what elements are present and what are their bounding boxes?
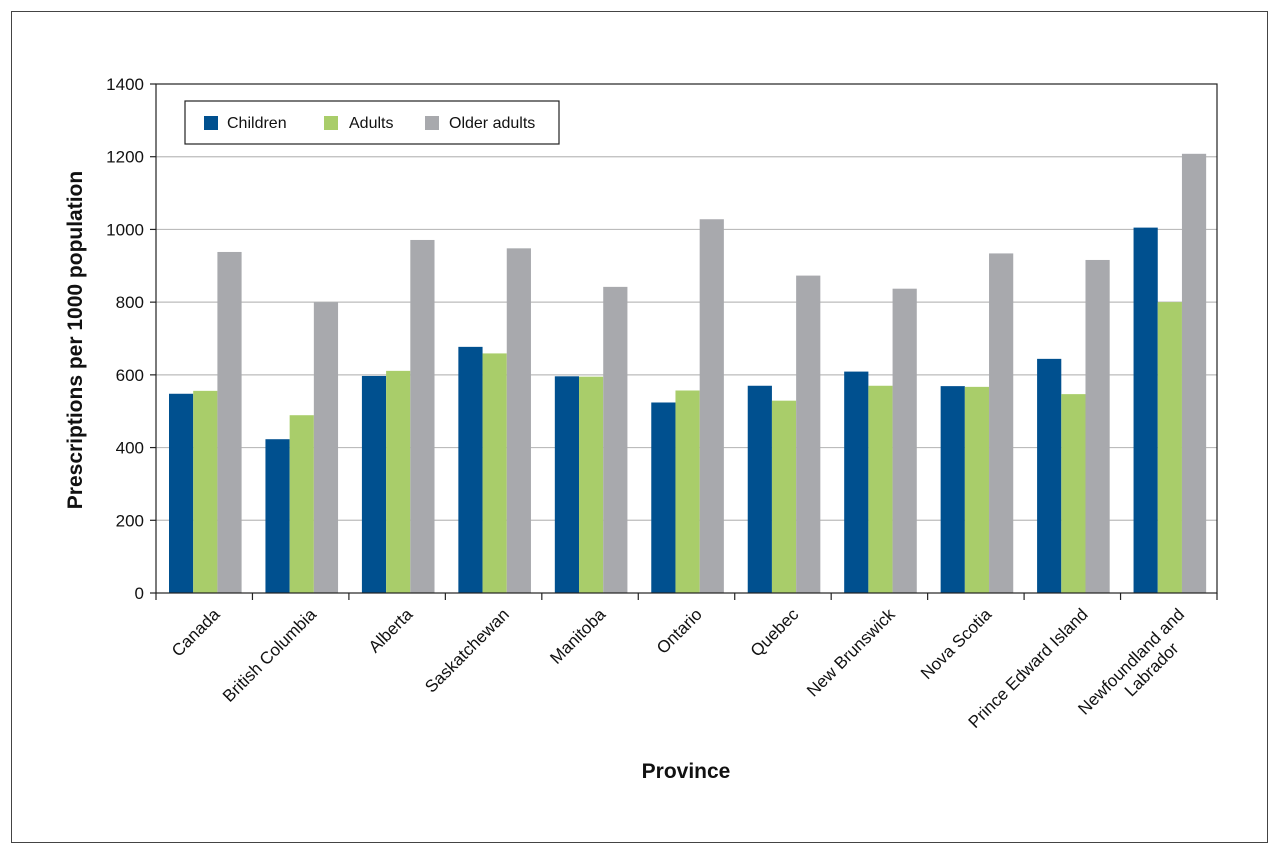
chart-frame xyxy=(11,11,1268,843)
bar-children-newfoundland-and-labrador xyxy=(1133,227,1158,594)
x-axis-title: Province xyxy=(642,760,731,783)
legend-swatch-older-adults xyxy=(425,116,439,130)
legend-label-adults: Adults xyxy=(349,115,393,132)
bar-adults-prince-edward-island xyxy=(1061,394,1086,593)
legend-label-older-adults: Older adults xyxy=(449,115,535,132)
bar-children-nova-scotia xyxy=(940,386,965,593)
bar-older-adults-canada xyxy=(217,251,242,593)
x-tick-label: Manitoba xyxy=(546,604,609,667)
plot-area xyxy=(155,83,1218,594)
bars xyxy=(169,153,1207,594)
legend-label-children: Children xyxy=(227,115,287,132)
bar-older-adults-quebec xyxy=(796,275,821,593)
x-tick-label: Canada xyxy=(168,605,224,661)
y-tick-label: 0 xyxy=(135,584,144,603)
x-tick-label: Ontario xyxy=(653,605,706,658)
y-tick-label: 600 xyxy=(116,366,144,385)
y-tick-label: 200 xyxy=(116,511,144,530)
bar-adults-nova-scotia xyxy=(964,386,990,593)
bar-adults-new-brunswick xyxy=(868,385,893,593)
bar-children-quebec xyxy=(747,385,772,593)
y-axis-title: Prescriptions per 1000 population xyxy=(64,171,87,509)
bar-adults-ontario xyxy=(675,390,700,593)
bar-children-saskatchewan xyxy=(458,346,483,593)
x-tick-label: Newfoundland andLabrador xyxy=(1074,605,1202,733)
x-tick-label: Saskatchewan xyxy=(421,605,513,697)
x-tick-label: Alberta xyxy=(365,605,417,657)
bar-adults-canada xyxy=(193,390,218,593)
x-tick-label: British Columbia xyxy=(219,604,320,705)
bar-older-adults-manitoba xyxy=(603,286,628,593)
legend: Children Adults Older adults xyxy=(184,100,560,145)
x-tick-label: Quebec xyxy=(747,605,803,661)
bar-adults-newfoundland-and-labrador xyxy=(1157,302,1182,593)
bar-older-adults-alberta xyxy=(410,239,435,593)
bar-adults-saskatchewan xyxy=(482,353,507,593)
bar-older-adults-ontario xyxy=(699,219,724,593)
bar-children-alberta xyxy=(361,375,387,593)
bar-children-prince-edward-island xyxy=(1037,358,1062,593)
bar-older-adults-new-brunswick xyxy=(892,288,917,593)
bar-older-adults-saskatchewan xyxy=(506,248,531,593)
bar-older-adults-newfoundland-and-labrador xyxy=(1181,153,1207,593)
legend-box xyxy=(184,100,560,145)
bar-children-canada xyxy=(169,393,194,593)
bar-older-adults-nova-scotia xyxy=(989,253,1014,594)
legend-swatch-children xyxy=(204,116,218,130)
bar-children-manitoba xyxy=(554,376,580,593)
bar-children-british-columbia xyxy=(265,439,290,593)
bar-older-adults-british-columbia xyxy=(313,302,339,593)
bar-older-adults-prince-edward-island xyxy=(1085,259,1110,593)
y-tick-label: 1400 xyxy=(106,75,144,94)
bar-adults-quebec xyxy=(771,400,797,593)
y-tick-label: 400 xyxy=(116,439,144,458)
bar-adults-british-columbia xyxy=(289,415,314,593)
x-tick-label: New Brunswick xyxy=(803,605,899,701)
bar-adults-alberta xyxy=(386,370,411,593)
y-tick-label: 1000 xyxy=(106,220,144,239)
bar-adults-manitoba xyxy=(579,376,604,593)
bar-children-ontario xyxy=(651,402,676,593)
x-tick-label: Nova Scotia xyxy=(917,605,996,684)
y-tick-label: 1200 xyxy=(106,148,144,167)
bar-children-new-brunswick xyxy=(844,371,869,593)
y-tick-label: 800 xyxy=(116,293,144,312)
legend-swatch-adults xyxy=(324,116,338,130)
y-axis-ticks: 0 200 400 600 800 1000 1200 1400 xyxy=(106,75,156,603)
